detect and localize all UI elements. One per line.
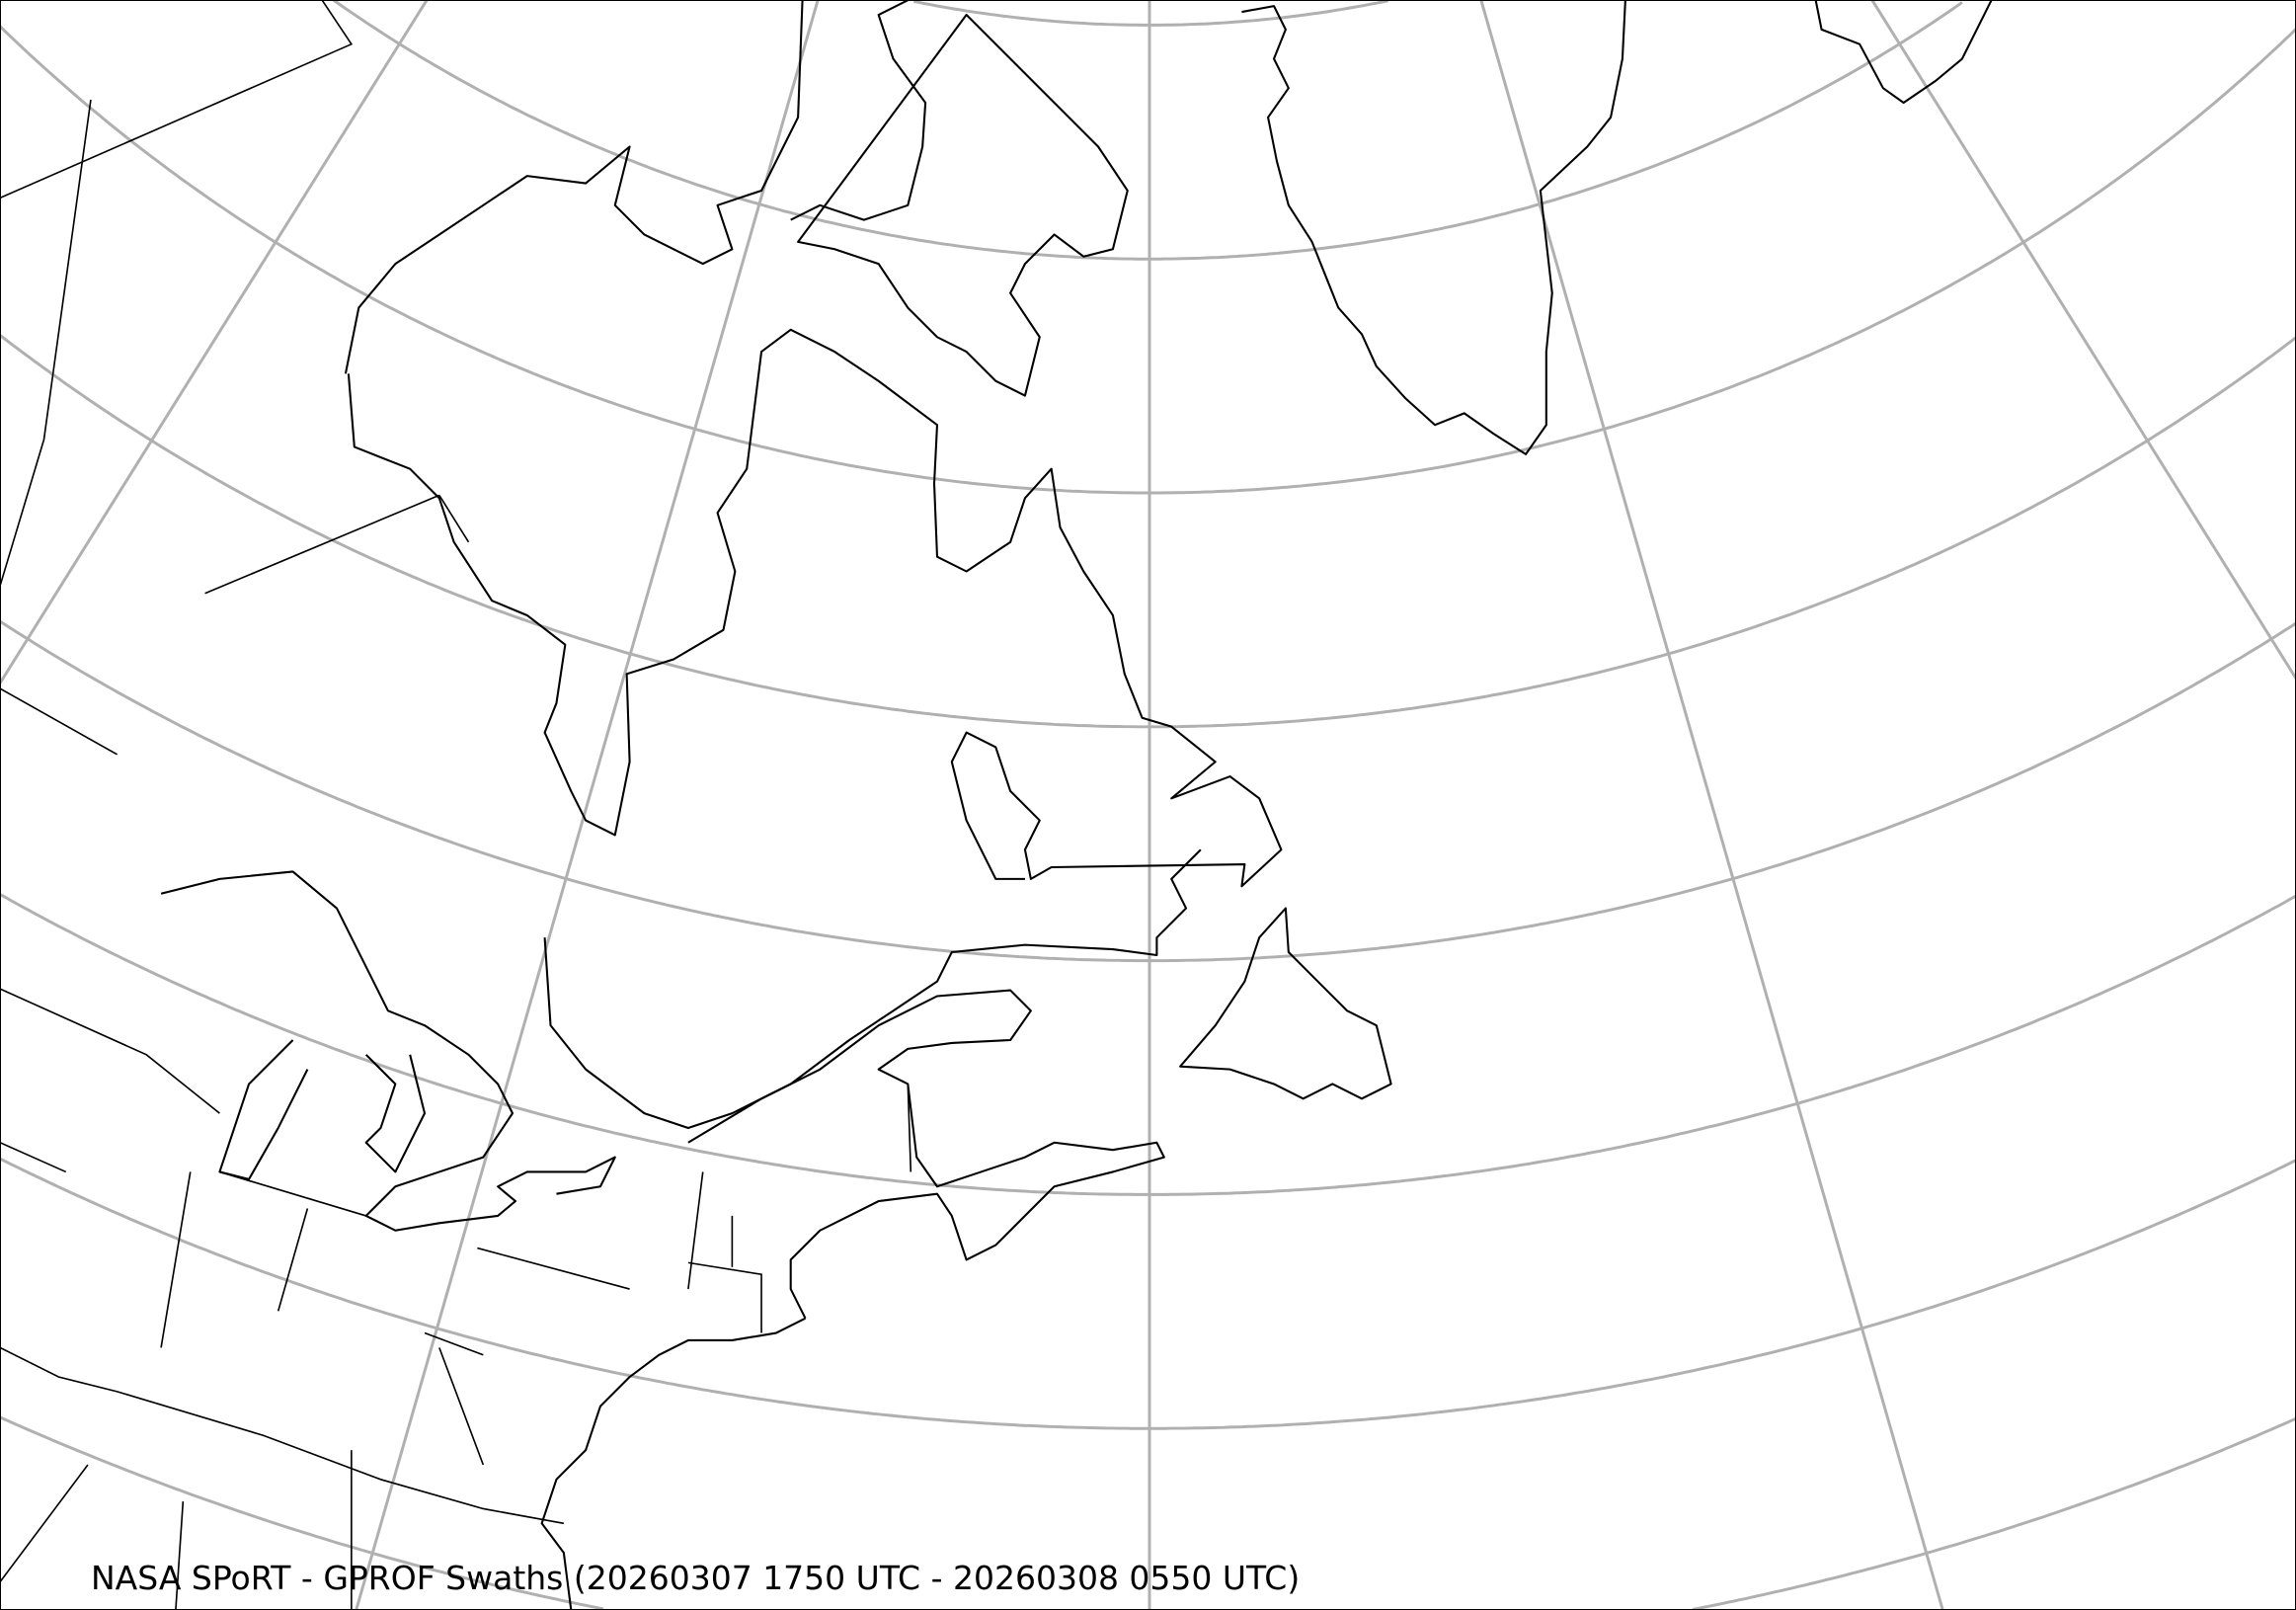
baffin-island <box>790 0 1129 397</box>
gaspe-maritimes <box>687 989 1165 1320</box>
newfoundland <box>1179 907 1392 1100</box>
map-title: NASA SPoRT - GPROF Swaths (20260307 1750… <box>91 1559 1301 1597</box>
political-borders <box>0 0 912 1610</box>
st-lawrence-north-shore <box>543 848 1202 1129</box>
coastlines <box>0 0 1993 1610</box>
longitude-line <box>355 0 820 1610</box>
latitude-line <box>0 1415 2296 1610</box>
longitude-line <box>1870 0 2296 680</box>
hudson-bay-quebec-labrador <box>344 0 1283 888</box>
greenland-coast <box>1241 0 1626 455</box>
longitude-line <box>1479 0 1944 1610</box>
us-east-coast <box>540 1317 806 1610</box>
longitude-line <box>0 0 429 684</box>
great-lakes <box>160 870 616 1232</box>
greenland-north <box>1814 0 1993 105</box>
